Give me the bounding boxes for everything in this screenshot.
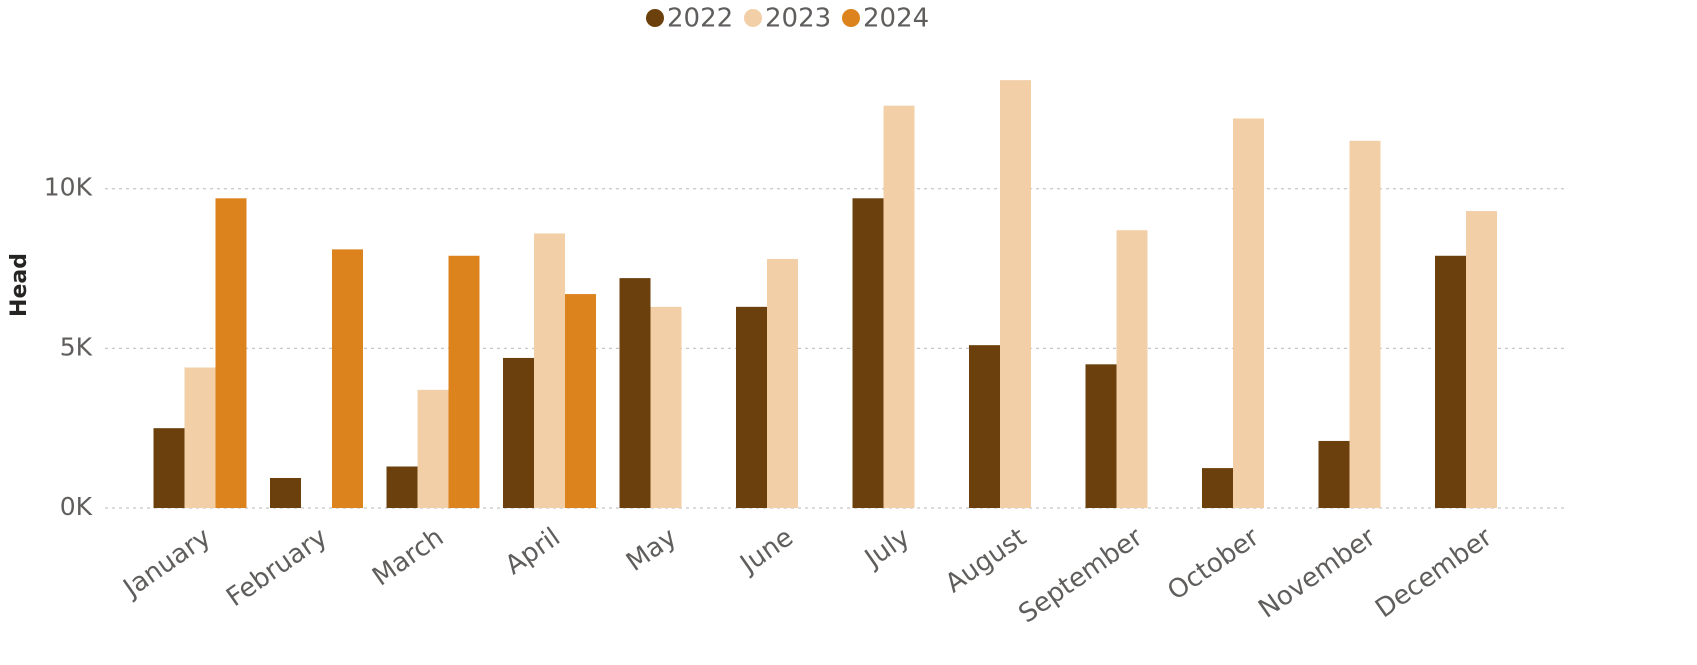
y-tick-label: 5K (60, 332, 93, 361)
bar (1202, 468, 1233, 508)
legend-label: 2023 (765, 4, 831, 34)
legend-marker (842, 9, 860, 27)
bar (386, 466, 418, 508)
bar (1466, 211, 1497, 509)
bar (969, 345, 1000, 508)
bar (270, 477, 301, 508)
x-tick-label: February (221, 522, 333, 613)
y-axis-title: Head (7, 253, 32, 317)
legend-marker (744, 9, 762, 27)
bar (736, 306, 767, 508)
bar (534, 233, 565, 508)
bar (184, 367, 216, 508)
bar (883, 105, 915, 508)
x-tick-label: May (621, 522, 682, 577)
bar (153, 428, 185, 508)
bar (1116, 230, 1148, 508)
bar (1000, 80, 1031, 509)
bar (1349, 140, 1381, 509)
x-tick-label: August (940, 522, 1032, 599)
bar (503, 357, 534, 508)
x-tick-label: March (367, 522, 449, 592)
x-tick-label: June (734, 522, 799, 580)
x-tick-label: April (500, 522, 566, 581)
bar (852, 198, 884, 509)
legend-marker (646, 9, 664, 27)
x-tick-label: September (1013, 522, 1148, 629)
bar (619, 278, 651, 508)
bar (417, 389, 449, 508)
x-tick-label: December (1370, 522, 1498, 624)
bar (767, 258, 798, 508)
bar (1435, 255, 1466, 508)
x-tick-label: July (858, 522, 915, 575)
legend-label: 2024 (863, 4, 929, 34)
bar (1085, 364, 1117, 508)
bar (332, 249, 363, 508)
bar (565, 294, 596, 508)
bar (215, 198, 247, 509)
x-tick-label: January (117, 522, 217, 604)
bar (650, 306, 682, 508)
bar (448, 255, 480, 508)
bar (1233, 118, 1264, 508)
x-tick-label: November (1253, 522, 1381, 624)
bar (1318, 440, 1350, 508)
x-tick-label: October (1162, 522, 1265, 606)
y-tick-label: 0K (60, 492, 93, 521)
y-tick-label: 10K (44, 173, 93, 202)
legend-label: 2022 (667, 4, 733, 34)
